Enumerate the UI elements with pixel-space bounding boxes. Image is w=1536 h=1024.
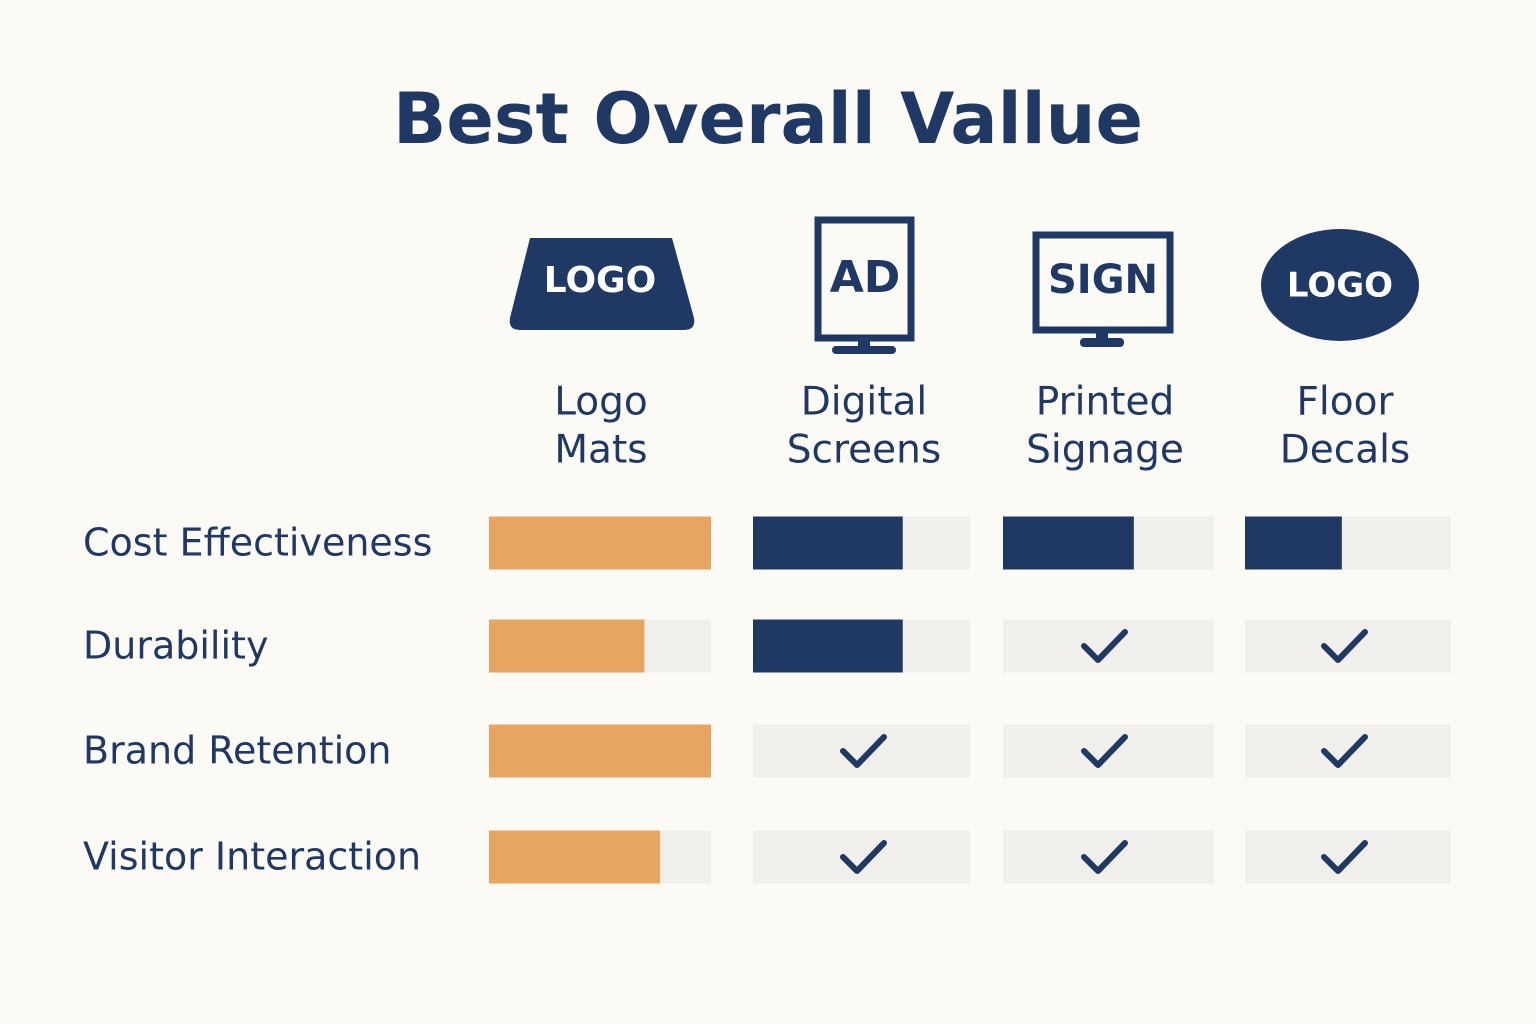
- row-label: Visitor Interaction: [83, 835, 421, 879]
- bar-track: [753, 830, 970, 884]
- bar: [1245, 516, 1342, 570]
- icon-text: AD: [830, 252, 901, 303]
- row-label: Durability: [83, 624, 268, 668]
- column-label: Logo: [554, 380, 648, 425]
- check-mark: [1321, 629, 1368, 663]
- column-label: Screens: [787, 428, 941, 473]
- check-mark: [1081, 629, 1128, 663]
- column-label: Decals: [1280, 428, 1411, 473]
- row-label: Cost Effectiveness: [83, 521, 432, 565]
- bar: [753, 516, 903, 570]
- decal-icon: [1261, 229, 1419, 341]
- column-label: Digital: [801, 380, 927, 425]
- title: Best Overall Vallue: [393, 78, 1143, 160]
- column-label: Signage: [1026, 428, 1184, 473]
- bar: [489, 516, 711, 570]
- sign-stand: [1096, 330, 1108, 340]
- check-mark: [1321, 734, 1368, 768]
- icon-text: SIGN: [1048, 257, 1158, 303]
- icon-text: LOGO: [544, 260, 656, 301]
- column-label: Printed: [1036, 380, 1174, 425]
- check-mark: [1081, 840, 1128, 874]
- screen-stand: [858, 338, 870, 348]
- bar: [753, 619, 903, 673]
- check-mark: [1321, 840, 1368, 874]
- column-label: Floor: [1296, 380, 1394, 425]
- bar: [1003, 516, 1134, 570]
- mat-icon: [509, 238, 695, 330]
- check-mark: [1081, 734, 1128, 768]
- bar: [489, 830, 660, 884]
- check-mark: [840, 734, 887, 768]
- screen-base: [832, 346, 896, 354]
- icon-text: LOGO: [1287, 266, 1393, 306]
- column-label: Mats: [554, 428, 647, 473]
- check-mark: [840, 840, 887, 874]
- bar: [489, 724, 711, 778]
- bar-track: [753, 724, 970, 778]
- sign-base: [1080, 338, 1124, 347]
- row-label: Brand Retention: [83, 729, 392, 773]
- bar: [489, 619, 645, 673]
